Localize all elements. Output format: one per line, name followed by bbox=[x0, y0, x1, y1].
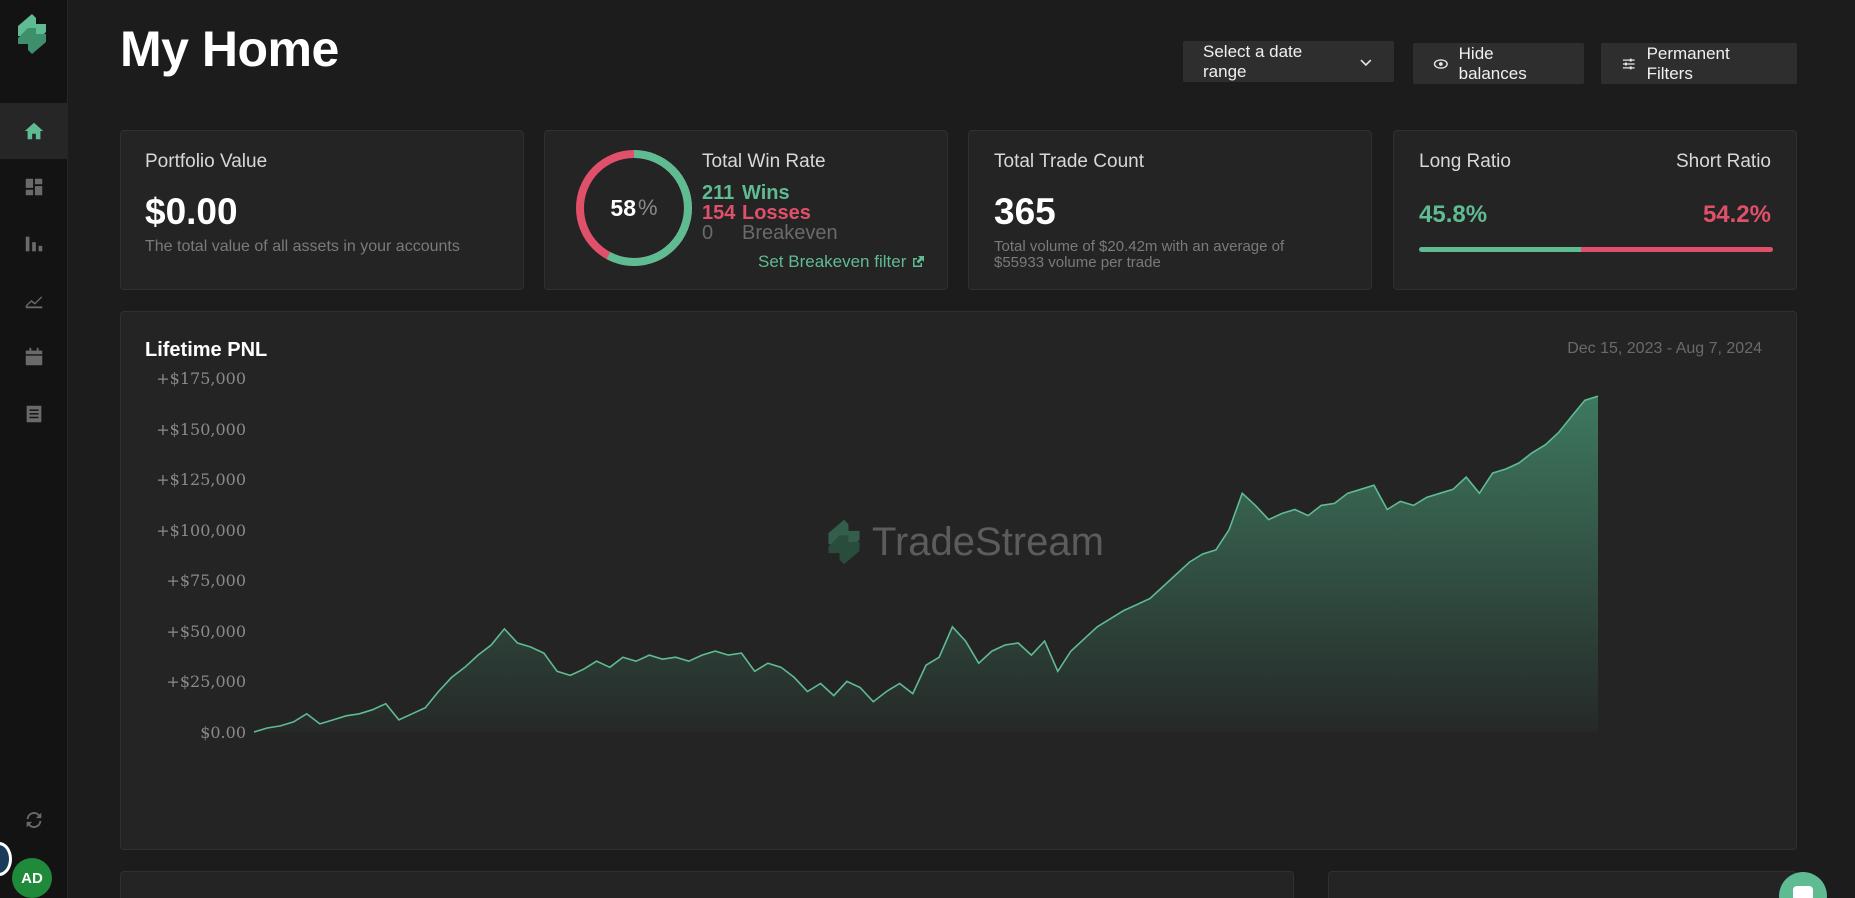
win-rate-center: 58 % bbox=[572, 146, 696, 270]
trade-count-label: Total Trade Count bbox=[994, 151, 1144, 172]
wins-count: 211 bbox=[702, 182, 735, 204]
breakeven-count: 0 bbox=[702, 222, 714, 244]
sidebar-item-analytics[interactable] bbox=[0, 272, 68, 328]
chart-title: Lifetime PNL bbox=[145, 339, 268, 361]
short-ratio-fill bbox=[1581, 247, 1773, 252]
external-link-icon bbox=[913, 256, 925, 267]
trade-count-value: 365 bbox=[994, 191, 1056, 232]
breakeven-row: 0 Breakeven bbox=[702, 222, 838, 245]
win-rate-card: 58 % Total Win Rate 211 Wins 154 Losses … bbox=[544, 130, 948, 290]
bar-chart-icon bbox=[25, 236, 43, 252]
losses-label: Losses bbox=[742, 202, 811, 224]
refresh-icon bbox=[26, 812, 42, 828]
sidebar: AD bbox=[0, 0, 68, 898]
y-tick-label: +$150,000 bbox=[156, 419, 246, 439]
y-tick-label: +$25,000 bbox=[166, 672, 246, 692]
short-ratio-value: 54.2% bbox=[1702, 201, 1771, 228]
line-chart-icon bbox=[25, 296, 43, 309]
sidebar-item-dashboard[interactable] bbox=[0, 159, 68, 215]
win-rate-percent: 58 bbox=[610, 194, 637, 221]
sync-button[interactable] bbox=[0, 792, 68, 848]
watermark-logo-icon bbox=[828, 519, 860, 565]
win-rate-donut bbox=[576, 150, 692, 266]
hide-balances-button[interactable]: Hide balances bbox=[1413, 43, 1584, 84]
y-tick-label: +$75,000 bbox=[166, 571, 246, 591]
set-breakeven-filter-label: Set Breakeven filter bbox=[758, 252, 907, 271]
chevron-down-icon bbox=[1360, 58, 1372, 66]
calendar-icon bbox=[25, 347, 43, 366]
permanent-filters-label: Permanent Filters bbox=[1646, 43, 1730, 83]
chart-date-range: Dec 15, 2023 - Aug 7, 2024 bbox=[1567, 340, 1762, 357]
permanent-filters-button[interactable]: Permanent Filters bbox=[1601, 43, 1797, 84]
portfolio-description: The total value of all assets in your ac… bbox=[145, 238, 460, 255]
sidebar-item-calendar[interactable] bbox=[0, 329, 68, 385]
win-arc bbox=[576, 150, 692, 266]
wins-label: Wins bbox=[742, 182, 790, 204]
y-tick-label: +$175,000 bbox=[156, 369, 246, 388]
watermark-text: TradeStream bbox=[872, 519, 1104, 564]
y-tick-label: +$50,000 bbox=[166, 621, 246, 641]
win-rate-label: Total Win Rate bbox=[702, 151, 826, 172]
trade-count-card: Total Trade Count 365 Total volume of $2… bbox=[968, 130, 1372, 290]
portfolio-value-card: Portfolio Value $0.00 The total value of… bbox=[120, 130, 524, 290]
sidebar-item-home[interactable] bbox=[0, 103, 68, 159]
pnl-line bbox=[253, 395, 1599, 733]
set-breakeven-filter-link[interactable]: Set Breakeven filter bbox=[758, 252, 925, 272]
long-ratio-value: 45.8% bbox=[1419, 201, 1488, 228]
lower-left-card bbox=[120, 871, 1294, 898]
y-tick-label: +$100,000 bbox=[156, 520, 246, 540]
portfolio-value-label: Portfolio Value bbox=[145, 151, 268, 172]
chat-icon bbox=[1793, 886, 1813, 898]
page-title: My Home bbox=[120, 21, 339, 77]
eye-icon bbox=[1433, 58, 1448, 69]
date-range-select[interactable]: Select a date range bbox=[1183, 41, 1394, 82]
lower-right-card bbox=[1328, 871, 1797, 898]
pnl-area bbox=[254, 396, 1598, 732]
ratio-bar bbox=[1419, 247, 1773, 252]
losses-row: 154 Losses bbox=[702, 202, 811, 225]
date-range-label: Select a date range bbox=[1203, 41, 1303, 81]
pnl-chart bbox=[253, 395, 1599, 733]
sidebar-item-journal[interactable] bbox=[0, 386, 68, 442]
trade-count-description-2: $55933 volume per trade bbox=[994, 254, 1161, 271]
win-rate-percent-sign: % bbox=[638, 195, 658, 220]
y-tick-label: +$125,000 bbox=[156, 470, 246, 490]
y-tick-label: $0.00 bbox=[200, 723, 246, 742]
watermark: TradeStream bbox=[824, 516, 1104, 568]
short-ratio-label: Short Ratio bbox=[1675, 151, 1771, 172]
trade-count-description-1: Total volume of $20.42m with an average … bbox=[994, 238, 1285, 255]
long-ratio-label: Long Ratio bbox=[1419, 151, 1511, 172]
wins-row: 211 Wins bbox=[702, 182, 790, 205]
dashboard-icon bbox=[25, 178, 43, 196]
breakeven-label: Breakeven bbox=[742, 222, 838, 244]
losses-count: 154 bbox=[702, 202, 736, 224]
journal-icon bbox=[26, 405, 42, 423]
logo-icon[interactable] bbox=[14, 12, 50, 56]
portfolio-value: $0.00 bbox=[145, 191, 238, 232]
sidebar-item-reports[interactable] bbox=[0, 216, 68, 272]
home-icon bbox=[24, 122, 44, 140]
avatar[interactable]: AD bbox=[12, 858, 52, 898]
sliders-icon bbox=[1622, 58, 1635, 69]
lifetime-pnl-card: Lifetime PNL Dec 15, 2023 - Aug 7, 2024 … bbox=[120, 311, 1797, 850]
long-ratio-fill bbox=[1419, 247, 1582, 252]
hide-balances-label: Hide balances bbox=[1458, 43, 1527, 83]
long-short-ratio-card: Long Ratio Short Ratio 45.8% 54.2% bbox=[1393, 130, 1797, 290]
